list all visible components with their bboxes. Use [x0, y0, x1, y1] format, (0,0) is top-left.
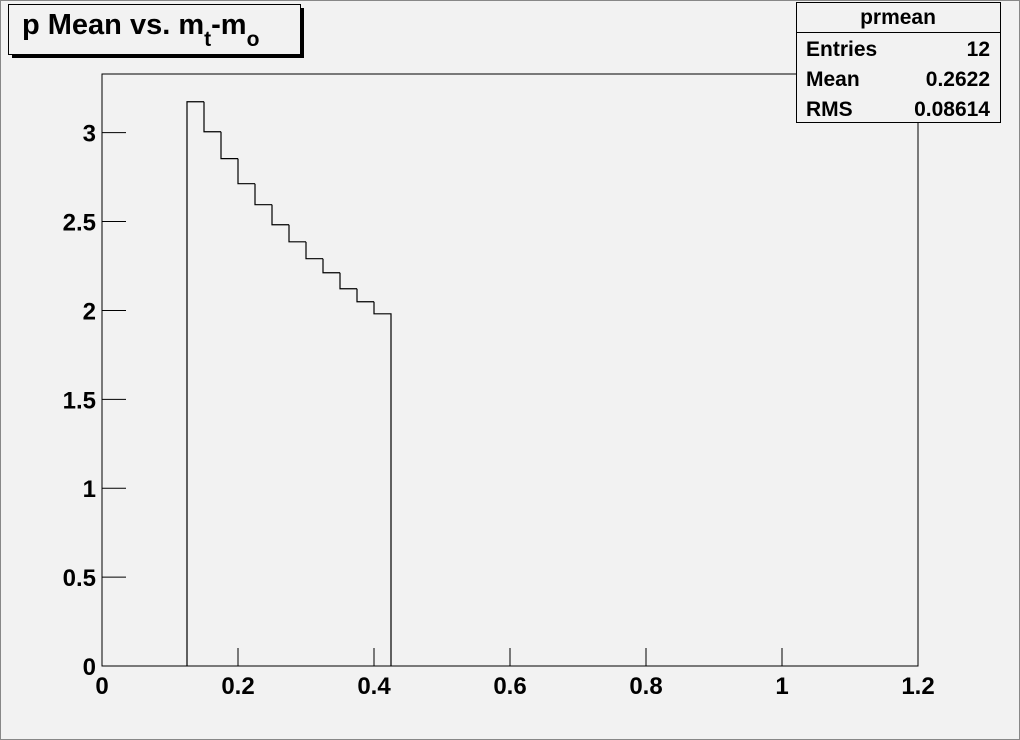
x-tick-label: 0.4 — [357, 673, 391, 700]
stats-name: prmean — [860, 6, 936, 29]
y-tick-label: 0 — [83, 654, 96, 681]
histogram-bin — [237, 158, 255, 185]
x-tick-label: 1 — [775, 673, 788, 700]
histogram-bin — [203, 101, 221, 133]
histogram-bin — [356, 288, 374, 303]
x-tick-label: 1.2 — [901, 673, 934, 700]
stats-value: 12 — [967, 38, 990, 61]
histogram-bin — [322, 258, 340, 274]
histogram-bin — [254, 183, 272, 206]
y-tick-label: 2 — [83, 298, 96, 325]
y-tick-label: 0.5 — [63, 565, 96, 592]
y-tick-label: 1 — [83, 476, 96, 503]
stats-box: prmean — [796, 2, 1001, 123]
x-tick-label: 0.6 — [493, 673, 526, 700]
histogram-bin — [373, 301, 392, 666]
y-tick-label: 2.5 — [63, 210, 96, 237]
chart-title: p Mean vs. mt-mo — [22, 9, 259, 51]
stats-frame — [796, 2, 1001, 123]
histogram-bin — [305, 241, 323, 260]
stats-label: Entries — [806, 38, 877, 61]
y-tick-label: 1.5 — [63, 387, 96, 414]
histogram-bin — [186, 101, 204, 666]
y-tick-label: 3 — [83, 121, 96, 148]
histogram-bin — [220, 131, 238, 160]
stats-label: Mean — [806, 68, 860, 91]
histogram-bin — [271, 204, 289, 226]
plot-frame — [101, 73, 919, 667]
stats-value: 0.2622 — [926, 68, 990, 91]
title-box — [8, 4, 301, 55]
x-tick-label: 0.2 — [221, 673, 254, 700]
stats-label: RMS — [806, 98, 853, 121]
stats-value: 0.08614 — [914, 98, 990, 121]
x-tick-label: 0.8 — [629, 673, 662, 700]
histogram-bin — [288, 224, 306, 243]
histogram-bin — [339, 272, 357, 290]
x-tick-label: 0 — [95, 673, 108, 700]
